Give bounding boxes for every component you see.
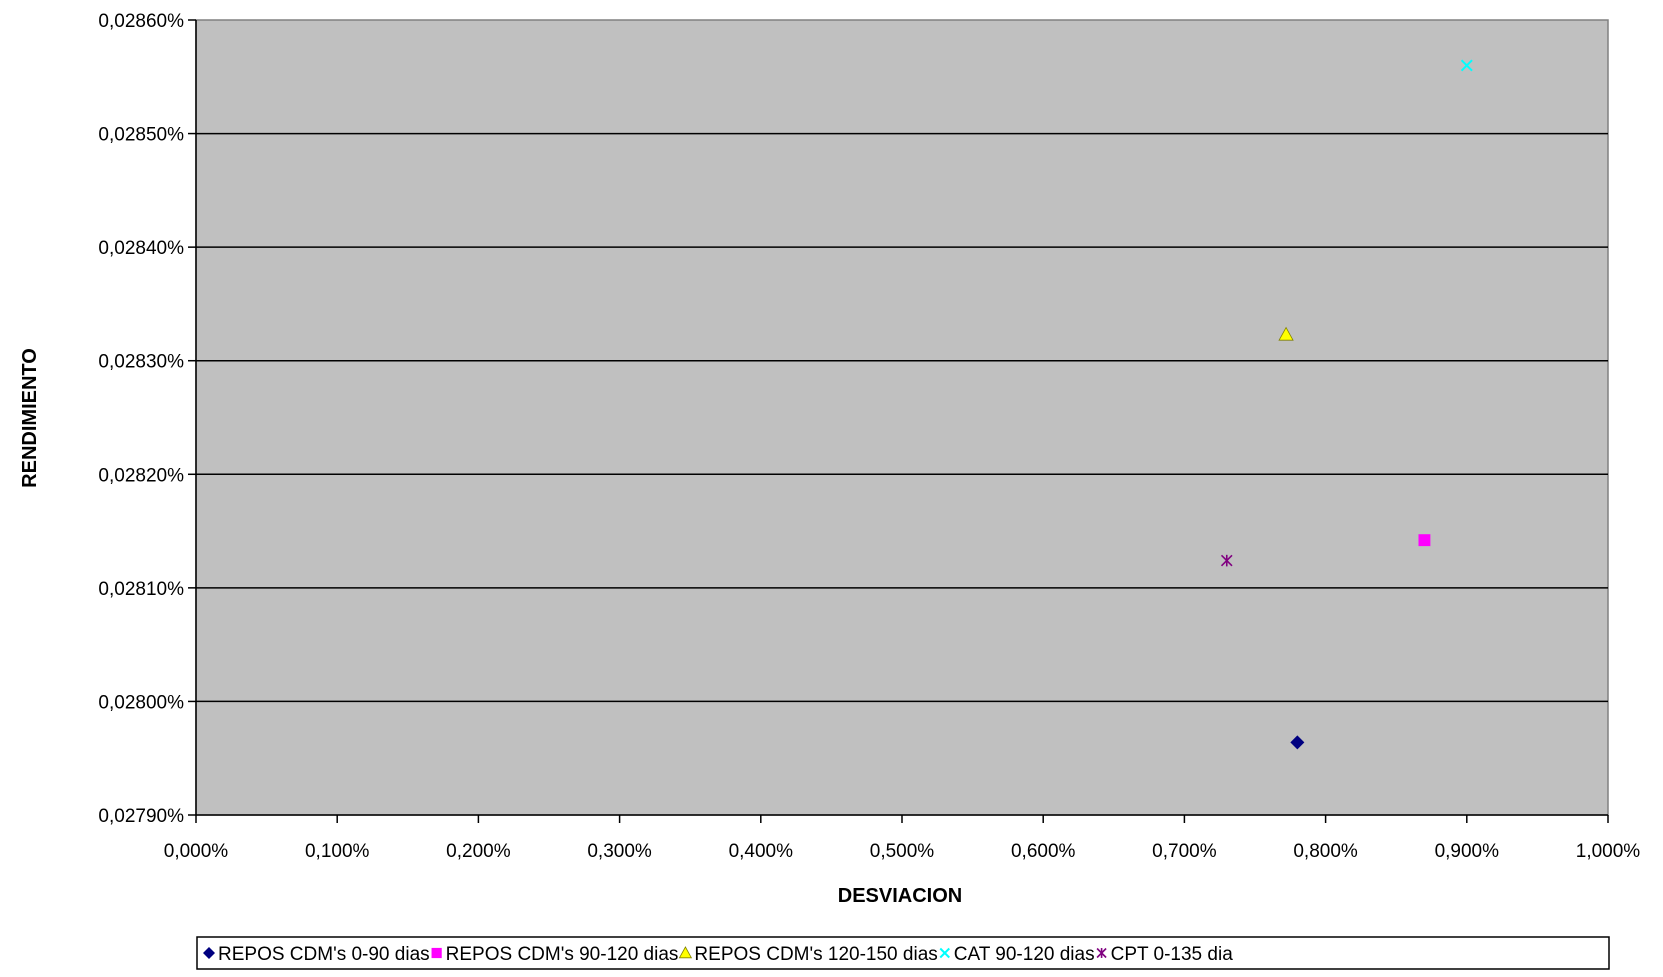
legend-marker-series-3 xyxy=(939,947,950,959)
x-tick-label: 0,800% xyxy=(1293,841,1358,862)
x-tick-label: 0,300% xyxy=(587,841,652,862)
data-points xyxy=(1220,59,1473,750)
y-tick-label: 0,02810% xyxy=(98,579,184,600)
data-point-series-3 xyxy=(1460,59,1473,72)
y-tick-label: 0,02820% xyxy=(98,465,184,486)
legend-marker-series-1 xyxy=(431,947,442,959)
x-tick-label: 0,100% xyxy=(305,841,370,862)
data-point-series-0 xyxy=(1290,735,1305,750)
legend-marker-series-2 xyxy=(678,946,693,959)
legend-label: REPOS CDM's 0-90 dias xyxy=(218,944,430,965)
legend-marker-series-4 xyxy=(1096,947,1107,959)
x-tick-label: 0,400% xyxy=(729,841,794,862)
x-tick-label: 0,600% xyxy=(1011,841,1076,862)
x-axis-title: DESVIACION xyxy=(838,885,962,907)
tick-labels: 0,02790% 0,02800% 0,02810% 0,02820% 0,02830%… xyxy=(98,11,1640,862)
data-point-series-2 xyxy=(1278,326,1294,341)
gridlines xyxy=(196,132,1608,703)
x-tick-label: 0,000% xyxy=(164,841,229,862)
legend-label: REPOS CDM's 90-120 dias xyxy=(446,944,679,965)
legend-label: CAT 90-120 dias xyxy=(954,944,1095,965)
data-point-series-4 xyxy=(1220,554,1233,567)
y-tick-label: 0,02840% xyxy=(98,238,184,259)
x-tick-label: 0,500% xyxy=(870,841,935,862)
legend-marker-series-0 xyxy=(203,947,215,959)
x-tick-label: 0,900% xyxy=(1435,841,1500,862)
y-tick-label: 0,02860% xyxy=(98,11,184,32)
x-tick-label: 1,000% xyxy=(1576,841,1641,862)
legend: REPOS CDM's 0-90 dias REPOS CDM's 90-120 … xyxy=(196,936,1610,970)
y-tick-label: 0,02790% xyxy=(98,806,184,827)
x-tick-label: 0,700% xyxy=(1152,841,1217,862)
y-tick-label: 0,02830% xyxy=(98,352,184,373)
y-axis-title: RENDIMIENTO xyxy=(19,348,41,488)
legend-label: REPOS CDM's 120-150 dias xyxy=(694,944,937,965)
data-point-series-1 xyxy=(1418,534,1431,547)
x-tick-label: 0,200% xyxy=(446,841,511,862)
legend-items: REPOS CDM's 0-90 dias REPOS CDM's 90-120 … xyxy=(203,944,1233,965)
y-tick-label: 0,02800% xyxy=(98,692,184,713)
y-tick-label: 0,02850% xyxy=(98,125,184,146)
legend-label: CPT 0-135 dia xyxy=(1111,944,1234,965)
plot-area xyxy=(195,19,1609,816)
